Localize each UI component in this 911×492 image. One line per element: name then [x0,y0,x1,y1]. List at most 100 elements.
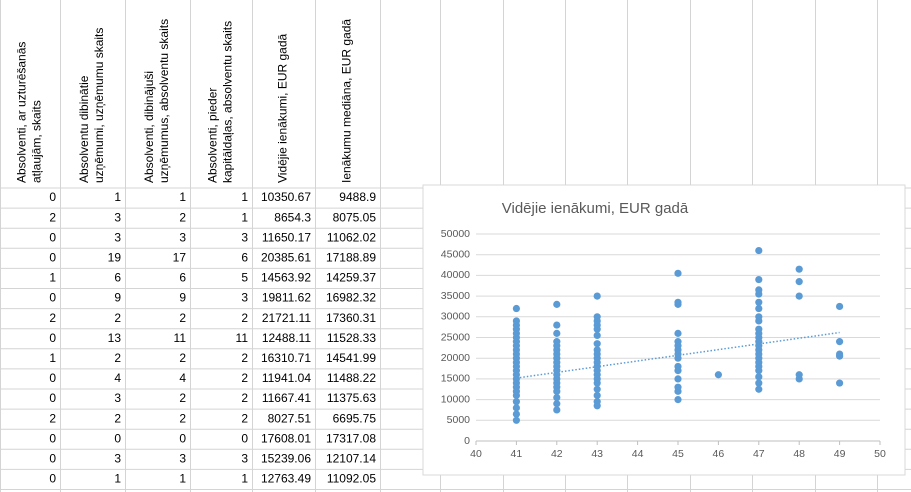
cell: 1 [241,190,248,204]
point [836,338,844,346]
point [755,379,763,387]
point [553,406,561,414]
cell: 19 [108,251,122,265]
cell: 11 [174,331,187,345]
cell: 6 [179,271,186,285]
point [674,375,682,383]
cell: 2 [114,351,121,365]
point [755,275,763,284]
cell: 9488.9 [339,190,376,204]
point [714,371,723,379]
x-tick-label: 50 [874,448,886,460]
cell: 2 [179,391,186,405]
x-tick-label: 42 [551,448,563,460]
cell: 8027.51 [268,411,312,425]
y-tick-label: 15000 [441,373,470,385]
point [553,300,561,308]
cell: 11941.04 [262,371,311,385]
cell: 3 [114,230,121,244]
cell: 6695.75 [333,411,377,425]
y-tick-label: 10000 [441,393,470,405]
cell: 2 [241,411,248,425]
point [755,298,763,306]
cell: 5 [241,271,248,285]
point [755,385,763,393]
cell: 8075.05 [333,210,377,224]
column-header: Absolventi, dibinājuši [142,71,156,183]
y-tick-label: 30000 [441,311,470,323]
cell: 13 [108,331,122,345]
x-tick-label: 48 [793,448,805,460]
y-tick-label: 45000 [441,248,470,260]
cell: 15239.06 [261,452,311,466]
cell: 1 [114,472,121,486]
cell: 3 [114,452,121,466]
cell: 9 [114,291,121,305]
cell: 17360.31 [326,311,376,325]
cell: 1 [179,472,186,486]
point [795,265,803,273]
cell: 16982.32 [326,291,376,305]
cell: 11528.33 [327,331,376,345]
y-tick-label: 40000 [441,269,470,281]
cell: 11650.17 [262,230,311,244]
point [755,313,763,321]
chart-title: Vidējie ienākumi, EUR gadā [502,200,689,217]
point [512,416,521,424]
point [553,329,561,337]
column-header: Ienākumu mediāna, EUR gadā [340,19,354,183]
cell: 0 [49,431,56,445]
point [512,304,521,313]
cell: 6 [114,271,121,285]
point [512,398,521,406]
cell: 0 [49,452,56,466]
x-tick-label: 49 [834,448,846,460]
point [512,410,521,418]
cell: 14563.92 [261,271,311,285]
cell: 14259.37 [326,271,376,285]
cell: 14541.99 [326,351,376,365]
y-tick-label: 35000 [441,290,470,302]
point [755,304,763,313]
cell: 1 [241,472,248,486]
column-header: Absolventu dibinātie [77,75,91,183]
y-tick-label: 20000 [441,352,470,364]
cell: 21721.11 [262,311,311,325]
cell: 11092.05 [327,472,376,486]
cell: 2 [179,411,186,425]
cell: 4 [179,371,186,385]
point [674,338,682,346]
cell: 3 [179,452,186,466]
cell: 3 [114,210,121,224]
point [674,298,682,306]
cell: 12763.49 [261,472,311,486]
cell: 2 [49,411,56,425]
point [674,362,682,371]
cell: 3 [114,391,121,405]
cell: 1 [114,190,121,204]
cell: 0 [49,331,56,345]
point [553,338,561,346]
point [674,269,682,277]
cell: 0 [49,251,56,265]
point [593,331,601,340]
cell: 11488.22 [327,371,376,385]
cell: 2 [179,351,186,365]
column-header: uzņēmumi, uzņēmumu skaits [92,28,106,183]
point [795,292,803,300]
point [512,404,521,412]
cell: 1 [49,271,56,285]
cell: 17188.89 [326,251,376,265]
x-tick-label: 41 [511,448,523,460]
cell: 2 [114,411,121,425]
cell: 17317.08 [326,431,376,445]
point [593,313,601,321]
cell: 0 [241,431,248,445]
cell: 12488.11 [262,331,311,345]
cell: 11 [236,331,249,345]
point [512,317,521,325]
point [553,321,561,329]
y-tick-label: 50000 [441,228,470,240]
cell: 2 [241,351,248,365]
